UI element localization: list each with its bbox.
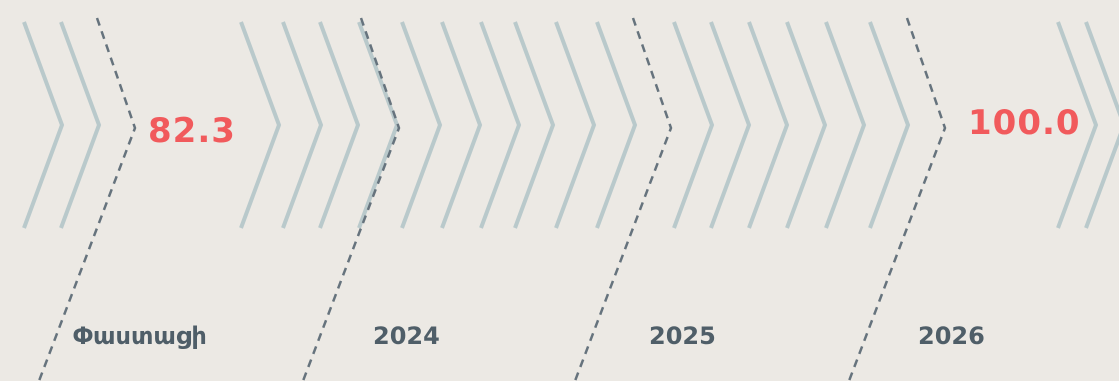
category-label-actual: Փաստացի: [73, 322, 207, 350]
value-label-actual: 82.3: [148, 111, 236, 151]
chevron-mark-9: [513, 21, 556, 229]
chevron-mark-3: [281, 21, 324, 229]
chevron-mark-2: [239, 21, 282, 229]
chevron-mark-0: [22, 21, 65, 229]
chevron-mark-8: [479, 21, 522, 229]
category-label-2024: 2024: [373, 322, 440, 350]
chevron-pattern: [22, 21, 1119, 229]
chevron-mark-15: [785, 21, 828, 229]
chevron-mark-4: [318, 21, 361, 229]
period-divider-1: [301, 17, 401, 381]
chevron-mark-5: [357, 21, 400, 229]
period-divider-3: [847, 17, 947, 381]
chevron-mark-10: [554, 21, 597, 229]
chevron-mark-13: [709, 21, 752, 229]
chevron-mark-18: [1056, 21, 1099, 229]
chevron-mark-12: [672, 21, 715, 229]
period-dividers: [37, 17, 947, 381]
chevron-mark-14: [747, 21, 790, 229]
chevron-mark-7: [440, 21, 483, 229]
category-label-2025: 2025: [649, 322, 716, 350]
value-label-2026: 100.0: [968, 103, 1081, 143]
chevron-mark-19: [1084, 21, 1119, 229]
chevron-mark-6: [400, 21, 443, 229]
chevron-mark-16: [824, 21, 867, 229]
chevron-mark-1: [59, 21, 102, 229]
chevron-mark-17: [868, 21, 911, 229]
period-divider-0: [37, 17, 137, 381]
category-label-2026: 2026: [918, 322, 985, 350]
period-divider-2: [573, 17, 673, 381]
chevron-mark-11: [595, 21, 638, 229]
